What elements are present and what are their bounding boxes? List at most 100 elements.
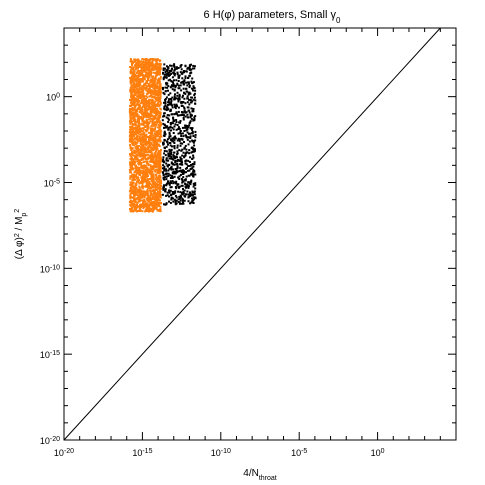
data-point [132,176,135,179]
data-point [144,109,147,111]
data-point [150,143,153,146]
data-point [152,183,155,186]
data-point [177,132,180,135]
data-point [138,111,141,113]
data-point [158,114,161,117]
data-point [159,69,162,72]
data-point [174,161,177,164]
data-point [129,125,132,128]
data-point [171,88,174,91]
data-point [170,97,172,100]
data-point [178,94,181,97]
data-point [191,140,194,143]
data-point [181,111,183,114]
data-point [156,156,159,159]
data-point [182,192,185,195]
data-point [142,203,145,206]
data-point [189,101,192,104]
data-point [166,191,169,194]
data-point [159,208,162,211]
data-point [149,191,152,194]
data-point [142,128,145,131]
data-point [192,89,195,92]
data-point [129,118,132,121]
data-point [155,134,158,137]
data-point [137,114,140,117]
data-point [170,72,173,75]
data-point [154,170,157,173]
data-point [164,154,167,157]
data-point [150,125,153,128]
data-point [177,80,180,82]
data-point [154,126,157,128]
data-point [151,153,154,156]
data-point [144,156,147,159]
data-point [145,80,148,83]
data-point [138,84,141,87]
data-point [140,139,143,142]
data-point [132,186,135,189]
data-point [138,107,141,109]
data-point [188,164,191,167]
data-point [146,61,149,64]
data-point [181,72,184,75]
data-point [137,65,140,68]
data-point [159,83,162,86]
data-point [132,131,135,134]
data-point [157,71,160,74]
data-point [141,79,144,82]
data-point [163,101,165,104]
data-point [145,176,148,178]
data-point [169,64,171,67]
data-point [182,118,185,121]
data-point [168,133,171,136]
data-point [178,175,181,178]
data-point [142,115,145,118]
data-point [152,161,155,164]
data-point [173,79,175,82]
data-point [148,187,151,190]
data-point [140,99,143,102]
data-point [131,139,134,141]
data-point [138,194,141,197]
data-point [186,113,189,116]
data-point [156,171,159,173]
data-point [159,156,162,159]
data-point [141,205,144,207]
data-point [156,147,159,150]
tick-label: 10-15 [40,350,60,361]
data-point [173,125,176,128]
data-point [164,86,167,89]
data-point [181,181,184,184]
data-point [180,171,183,174]
data-point [129,105,132,108]
data-point [151,90,154,93]
data-point [166,65,168,68]
data-point [173,181,176,184]
data-point [148,196,151,199]
data-point [135,177,138,180]
data-point [165,145,168,148]
data-point [172,172,175,175]
data-point [164,104,167,107]
data-point [171,121,174,124]
data-point [138,83,141,85]
data-point [164,98,167,100]
data-point [129,116,132,119]
data-point [167,118,170,121]
data-point [169,108,172,111]
data-point [189,168,192,170]
data-point [167,126,170,129]
data-point [145,98,147,100]
data-point [146,63,149,66]
data-point [186,128,189,130]
data-point [138,152,141,155]
data-point [160,67,163,70]
data-point [170,176,173,179]
data-point [146,66,149,69]
data-point [150,105,153,108]
data-point [156,185,159,188]
data-point [151,206,154,209]
data-point [159,167,162,170]
data-point [147,200,150,203]
